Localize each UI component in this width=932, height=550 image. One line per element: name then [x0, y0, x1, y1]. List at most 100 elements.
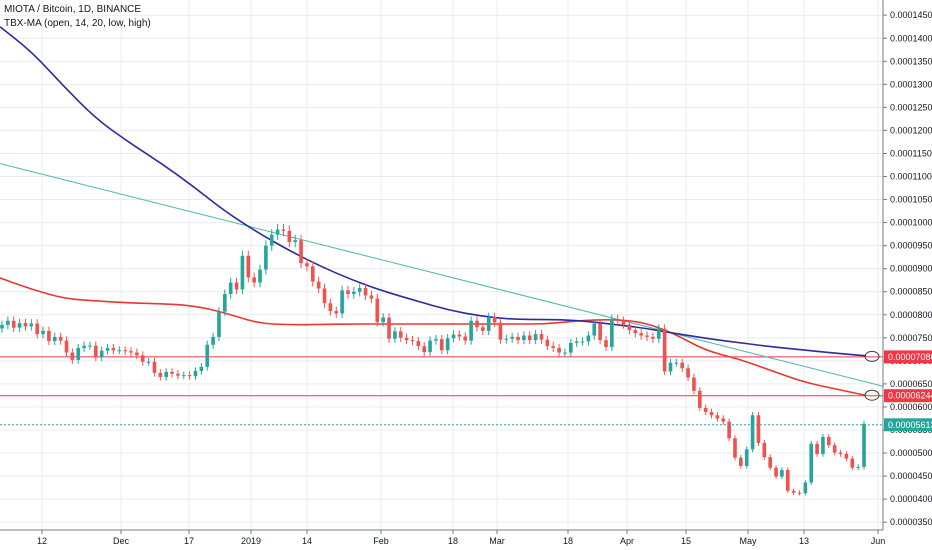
candle-body — [475, 320, 479, 328]
candle-body — [727, 421, 731, 439]
candle-body — [662, 328, 667, 372]
candle-body — [686, 368, 690, 378]
candle-body — [228, 282, 233, 295]
candle-body — [340, 290, 344, 314]
candle-body — [398, 331, 403, 338]
candle-body — [557, 347, 561, 353]
candle-body — [123, 350, 127, 352]
time-axis: 12 Dec 17 2019 14 Feb 18 Mar 18 Apr 15 May 13 Jun — [0, 529, 886, 546]
candle-body — [580, 341, 585, 343]
chart-title: MIOTA / Bitcoin, 1D, BINANCE — [4, 4, 142, 15]
candle-body — [82, 345, 86, 348]
candle-body — [850, 458, 855, 468]
candle-body — [539, 334, 544, 340]
candle-body — [416, 341, 421, 347]
level-marker — [864, 350, 880, 362]
time-tick-label: 18 — [448, 536, 458, 546]
candle-body — [721, 418, 726, 422]
indicator-label: TBX-MA (open, 14, 20, low, high) — [4, 18, 151, 29]
time-tick-label: 15 — [681, 536, 691, 546]
candle-body — [498, 322, 503, 340]
candle-body — [739, 457, 743, 466]
candle-body — [486, 317, 491, 331]
candle-body — [680, 362, 685, 369]
candle-body — [715, 415, 720, 419]
candle-body — [533, 334, 538, 341]
candle-body — [809, 443, 814, 483]
candle-body — [762, 442, 767, 458]
candle-body — [586, 335, 591, 342]
candle-body — [258, 269, 262, 283]
candle-body — [117, 350, 122, 352]
candle-body — [510, 336, 514, 339]
candle-body — [346, 290, 350, 295]
ma-line-red — [0, 277, 867, 397]
time-tick-label: 13 — [799, 536, 809, 546]
candle-body — [211, 336, 215, 345]
candle-body — [334, 311, 339, 314]
candle-body — [404, 337, 409, 341]
time-tick-label: 17 — [184, 536, 194, 546]
candle-body — [434, 339, 438, 341]
candle-body — [41, 330, 45, 335]
time-tick-label: 14 — [302, 536, 312, 546]
candle-body — [797, 492, 802, 494]
candle-body — [363, 288, 368, 296]
price-tick-label: 0.00003500 — [890, 517, 932, 527]
candle-body — [223, 294, 227, 312]
candle-body — [428, 340, 432, 353]
candle-body — [768, 457, 772, 468]
level-marker — [864, 389, 880, 401]
candle-body — [545, 339, 550, 347]
candle-body — [439, 339, 444, 351]
candle-body — [281, 229, 286, 231]
candle-body — [316, 281, 321, 289]
time-tick-label: 2019 — [241, 536, 261, 546]
candle-body — [838, 452, 843, 454]
candle-body — [674, 362, 679, 364]
price-tag — [884, 350, 932, 364]
candle-body — [780, 470, 784, 477]
price-tag — [884, 418, 932, 432]
candle-body — [187, 375, 192, 377]
plot-background — [0, 0, 883, 530]
candle-body — [504, 338, 509, 340]
candle-body — [105, 347, 110, 351]
candle-body — [703, 407, 708, 413]
price-tag — [884, 389, 932, 403]
candle-body — [322, 288, 327, 304]
candle-body — [29, 323, 34, 327]
time-tick-label: Mar — [489, 536, 505, 546]
candle-body — [381, 317, 385, 323]
candle-body — [264, 245, 268, 270]
candle-body — [17, 323, 22, 328]
time-tick-label: Feb — [373, 536, 389, 546]
candle-body — [269, 234, 274, 246]
candle-body — [445, 338, 450, 351]
candle-body — [246, 255, 251, 278]
candle-body — [58, 336, 63, 341]
candle-body — [310, 266, 315, 282]
candle-body — [785, 470, 790, 491]
candle-body — [299, 240, 303, 264]
candle-body — [240, 255, 245, 290]
time-tick-label: May — [739, 536, 757, 546]
time-tick-label: Jun — [871, 536, 886, 546]
candle-body — [352, 291, 356, 295]
candle-body — [709, 412, 714, 416]
time-tick-label: Dec — [113, 536, 130, 546]
